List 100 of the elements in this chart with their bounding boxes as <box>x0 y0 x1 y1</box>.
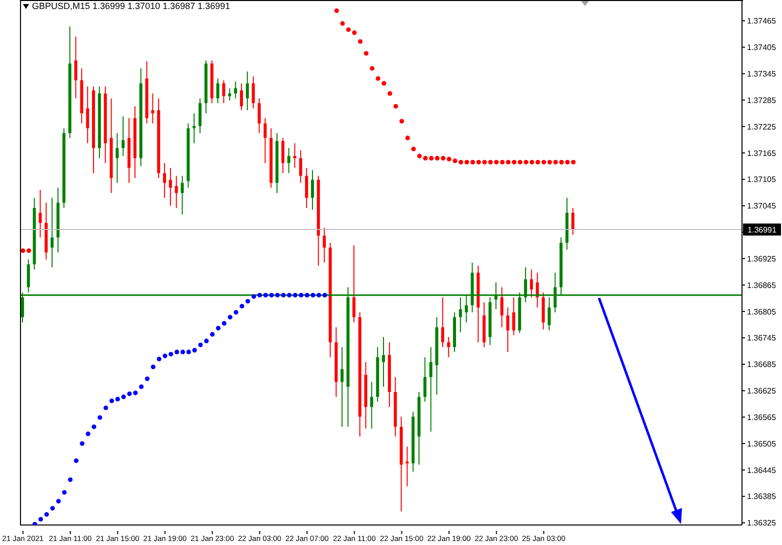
point <box>109 398 114 404</box>
point <box>20 248 26 253</box>
point <box>174 350 180 354</box>
point <box>458 160 464 164</box>
candlestick <box>198 98 202 134</box>
point <box>547 160 552 164</box>
point <box>204 338 209 344</box>
point <box>263 292 268 298</box>
point <box>393 104 398 109</box>
point <box>74 458 79 464</box>
candlestick <box>86 86 90 144</box>
candlestick <box>174 175 178 208</box>
point <box>382 81 386 86</box>
point <box>506 160 511 164</box>
candlestick <box>447 336 450 358</box>
point <box>512 160 516 164</box>
candlestick <box>168 167 172 206</box>
point <box>68 477 73 482</box>
point <box>411 146 416 152</box>
point <box>304 292 310 298</box>
point <box>476 160 481 164</box>
point <box>559 160 564 164</box>
y-tick-label: 1.37345 <box>747 69 776 78</box>
point <box>162 354 168 358</box>
point <box>38 516 44 522</box>
candlestick <box>512 296 516 336</box>
candlestick <box>441 296 444 348</box>
point <box>352 30 357 36</box>
candlestick <box>252 76 255 109</box>
point <box>150 364 156 370</box>
candlestick <box>234 81 238 99</box>
y-tick-label: 1.36745 <box>747 334 776 343</box>
point <box>210 332 215 337</box>
y-tick-label: 1.37165 <box>747 148 776 158</box>
point <box>115 396 120 402</box>
point <box>417 154 422 158</box>
point <box>346 27 351 32</box>
candlestick <box>216 78 220 104</box>
candlestick <box>571 207 574 236</box>
point <box>139 384 144 390</box>
point <box>246 299 250 304</box>
point <box>322 292 328 298</box>
point <box>86 432 90 436</box>
y-tick-label: 1.36445 <box>747 466 776 475</box>
point <box>518 160 522 164</box>
chart-title: GBPUSD,M15 1.36999 1.37010 1.36987 1.36991 <box>32 1 230 11</box>
point <box>281 292 286 298</box>
point <box>530 160 534 164</box>
candlestick <box>192 112 196 144</box>
point <box>399 118 404 124</box>
point <box>364 51 369 56</box>
candlestick <box>500 286 504 328</box>
point <box>370 66 374 71</box>
point <box>44 512 49 517</box>
point <box>500 160 505 164</box>
point <box>251 294 256 299</box>
point <box>257 292 262 298</box>
point <box>440 156 446 160</box>
point <box>429 156 434 160</box>
y-tick-label: 1.36565 <box>747 412 776 422</box>
point <box>494 160 499 164</box>
point <box>168 352 174 356</box>
candlestick <box>74 36 78 99</box>
candlestick <box>38 189 42 238</box>
candlestick <box>151 92 154 124</box>
point <box>133 390 138 396</box>
candlestick <box>222 80 226 104</box>
point <box>56 498 61 504</box>
candlestick <box>116 132 119 184</box>
y-tick-label: 1.36865 <box>747 280 776 290</box>
point <box>541 160 546 164</box>
point <box>388 91 392 96</box>
point <box>358 39 363 44</box>
candlestick <box>163 162 166 198</box>
y-tick-label: 1.37285 <box>747 96 776 105</box>
point <box>275 292 280 298</box>
candlestick <box>340 346 344 428</box>
point <box>334 8 339 13</box>
point <box>464 160 470 164</box>
candlestick <box>322 227 326 264</box>
point <box>446 156 452 162</box>
point <box>228 314 232 320</box>
candlestick <box>406 446 409 487</box>
point <box>216 326 221 330</box>
candlestick <box>264 118 267 164</box>
point <box>186 350 191 354</box>
point <box>571 160 576 164</box>
point <box>452 158 458 164</box>
point <box>144 376 150 382</box>
point <box>92 424 96 430</box>
candlestick <box>382 336 385 388</box>
point <box>180 350 186 354</box>
candlestick <box>293 142 296 168</box>
point <box>50 506 55 511</box>
point <box>536 160 540 164</box>
y-tick-label: 1.36805 <box>747 307 776 316</box>
point <box>524 160 528 164</box>
y-tick-label: 1.36385 <box>747 492 776 502</box>
point <box>310 292 316 298</box>
candlestick <box>122 116 125 156</box>
